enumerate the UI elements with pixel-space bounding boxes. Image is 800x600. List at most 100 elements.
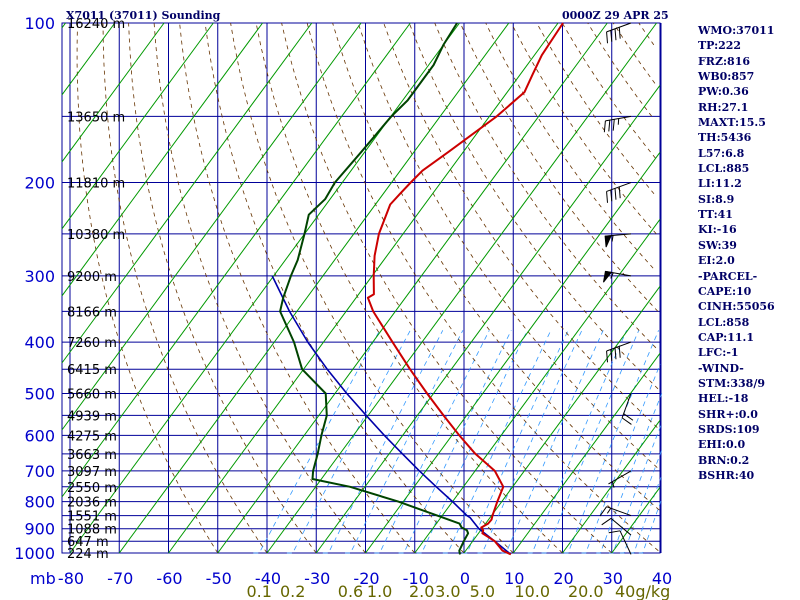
wind-barb — [606, 341, 632, 363]
dry-adiabat-line — [561, 22, 656, 159]
index-item: LI:11.2 — [698, 177, 742, 191]
mixing-ratio-line — [398, 330, 512, 554]
isotherm-line — [414, 219, 661, 554]
wind-barb-flag — [608, 120, 611, 132]
wind-barb-half-flag — [606, 507, 612, 514]
mixing-ratio-line — [462, 330, 569, 554]
index-item: SW:39 — [698, 238, 737, 252]
wind-barb-flag — [599, 506, 607, 517]
height-label: 6415 m — [67, 363, 117, 378]
index-item: BSHR:40 — [698, 468, 755, 482]
wind-barb — [621, 393, 634, 425]
temperature-tick-label: 0 — [460, 569, 470, 588]
isotherm-line — [118, 22, 510, 554]
dry-adiabat-line — [128, 22, 317, 554]
wind-barb — [599, 506, 632, 517]
wind-barb-flag — [612, 119, 615, 131]
isotherm-line — [61, 22, 214, 230]
height-label: 13650 m — [67, 110, 125, 125]
temperature-tick-label: -50 — [206, 569, 232, 588]
wind-barb — [606, 182, 632, 203]
isotherm-line — [61, 22, 411, 498]
index-item: KI:-16 — [698, 223, 737, 237]
mixing-ratio-label: 0.6 — [338, 582, 363, 600]
index-item: CAP:11.1 — [698, 330, 755, 344]
index-item: LFC:-1 — [698, 346, 739, 360]
mixing-ratio-line — [253, 330, 381, 554]
height-label: 4275 m — [67, 429, 117, 444]
height-label: 2550 m — [67, 481, 117, 496]
wind-barb — [603, 115, 632, 133]
height-label: 16240 m — [67, 17, 125, 32]
mixing-ratio-label: 0.1 — [247, 582, 272, 600]
dry-adiabat-line — [434, 22, 657, 349]
wind-barb-flag — [610, 30, 613, 42]
temperature-tick-label: -80 — [58, 569, 84, 588]
pressure-tick-label: 700 — [24, 462, 55, 481]
temperature-tick-label: 20 — [553, 569, 573, 588]
dry-adiabat-line — [638, 22, 655, 46]
isotherm-line — [61, 22, 165, 163]
wind-barb-flag — [614, 347, 617, 360]
isotherm-line — [512, 353, 661, 554]
wind-barb-staff — [606, 506, 632, 517]
wind-barb-flag — [614, 28, 617, 41]
pressure-tick-label: 200 — [24, 174, 55, 193]
height-label: 1088 m — [67, 523, 117, 538]
isotherm-line — [61, 22, 313, 364]
dry-adiabats — [76, 22, 660, 554]
wind-barb-pennant — [603, 270, 613, 283]
dry-adiabat-line — [306, 22, 659, 552]
dry-adiabat-line — [536, 22, 655, 195]
wind-barb — [606, 22, 632, 44]
isotherm-line — [168, 22, 559, 554]
mixing-ratio-label: 10.0 — [514, 582, 550, 600]
stability-indices-panel: WMO:37011 TP:222 FRZ:816 WB0:857 PW:0.36 RH:2… — [698, 23, 775, 483]
wind-barb — [601, 517, 632, 536]
isotherm-line — [365, 152, 661, 554]
index-item: -WIND- — [698, 361, 744, 375]
index-item: LCL:858 — [698, 315, 750, 329]
skewed-isotherms — [61, 22, 661, 554]
index-item: SHR+:0.0 — [698, 407, 758, 421]
wind-barb-flag — [610, 189, 613, 202]
isotherm-line — [69, 22, 460, 554]
mixing-ratio-line — [608, 423, 662, 554]
index-item: HEL:-18 — [698, 392, 749, 406]
temperature-tick-label: -30 — [304, 569, 330, 588]
mixing-ratio-label: 20.0 — [568, 582, 604, 600]
index-item: EI:2.0 — [698, 254, 735, 268]
mixing-ratio-label: 40g/kg — [615, 582, 670, 600]
isotherm-line — [463, 286, 661, 554]
dry-adiabat-line — [153, 22, 366, 554]
isotherm-line — [61, 22, 116, 96]
wind-barb-half-flag — [611, 481, 615, 488]
height-label: 5660 m — [67, 387, 117, 402]
isotherm-line — [315, 85, 661, 554]
index-item: WMO:37011 — [698, 24, 775, 37]
mixing-ratio-line — [501, 330, 604, 554]
index-item: PW:0.36 — [698, 85, 749, 99]
wind-barb-flag — [623, 413, 634, 421]
pressure-tick-label: 100 — [24, 14, 55, 33]
temperature-trace — [366, 22, 564, 556]
isotherm-line — [61, 22, 362, 431]
dry-adiabat-line — [612, 22, 656, 84]
pressure-tick-label: 900 — [24, 520, 55, 539]
height-labels: 16240 m 13650 m 11810 m 10380 m 9200 m 8166 m… — [67, 17, 125, 562]
height-label: 2036 m — [67, 496, 117, 511]
wind-barb — [603, 270, 632, 283]
mixing-ratio-label: 5.0 — [470, 582, 495, 600]
wind-barb-staff — [610, 517, 632, 536]
index-item: FRZ:816 — [698, 54, 751, 68]
sounding-datetime: 0000Z 29 APR 25 — [562, 9, 669, 22]
mixing-ratio-line — [374, 330, 490, 554]
index-item: TH:5436 — [698, 131, 752, 145]
index-item: MAXT:15.5 — [698, 116, 766, 130]
mixing-ratio-line — [596, 393, 663, 554]
wind-barb-flag — [608, 530, 621, 534]
wind-barb-flag — [618, 186, 621, 199]
index-item: CINH:55056 — [698, 300, 775, 314]
dry-adiabat-line — [383, 22, 658, 428]
